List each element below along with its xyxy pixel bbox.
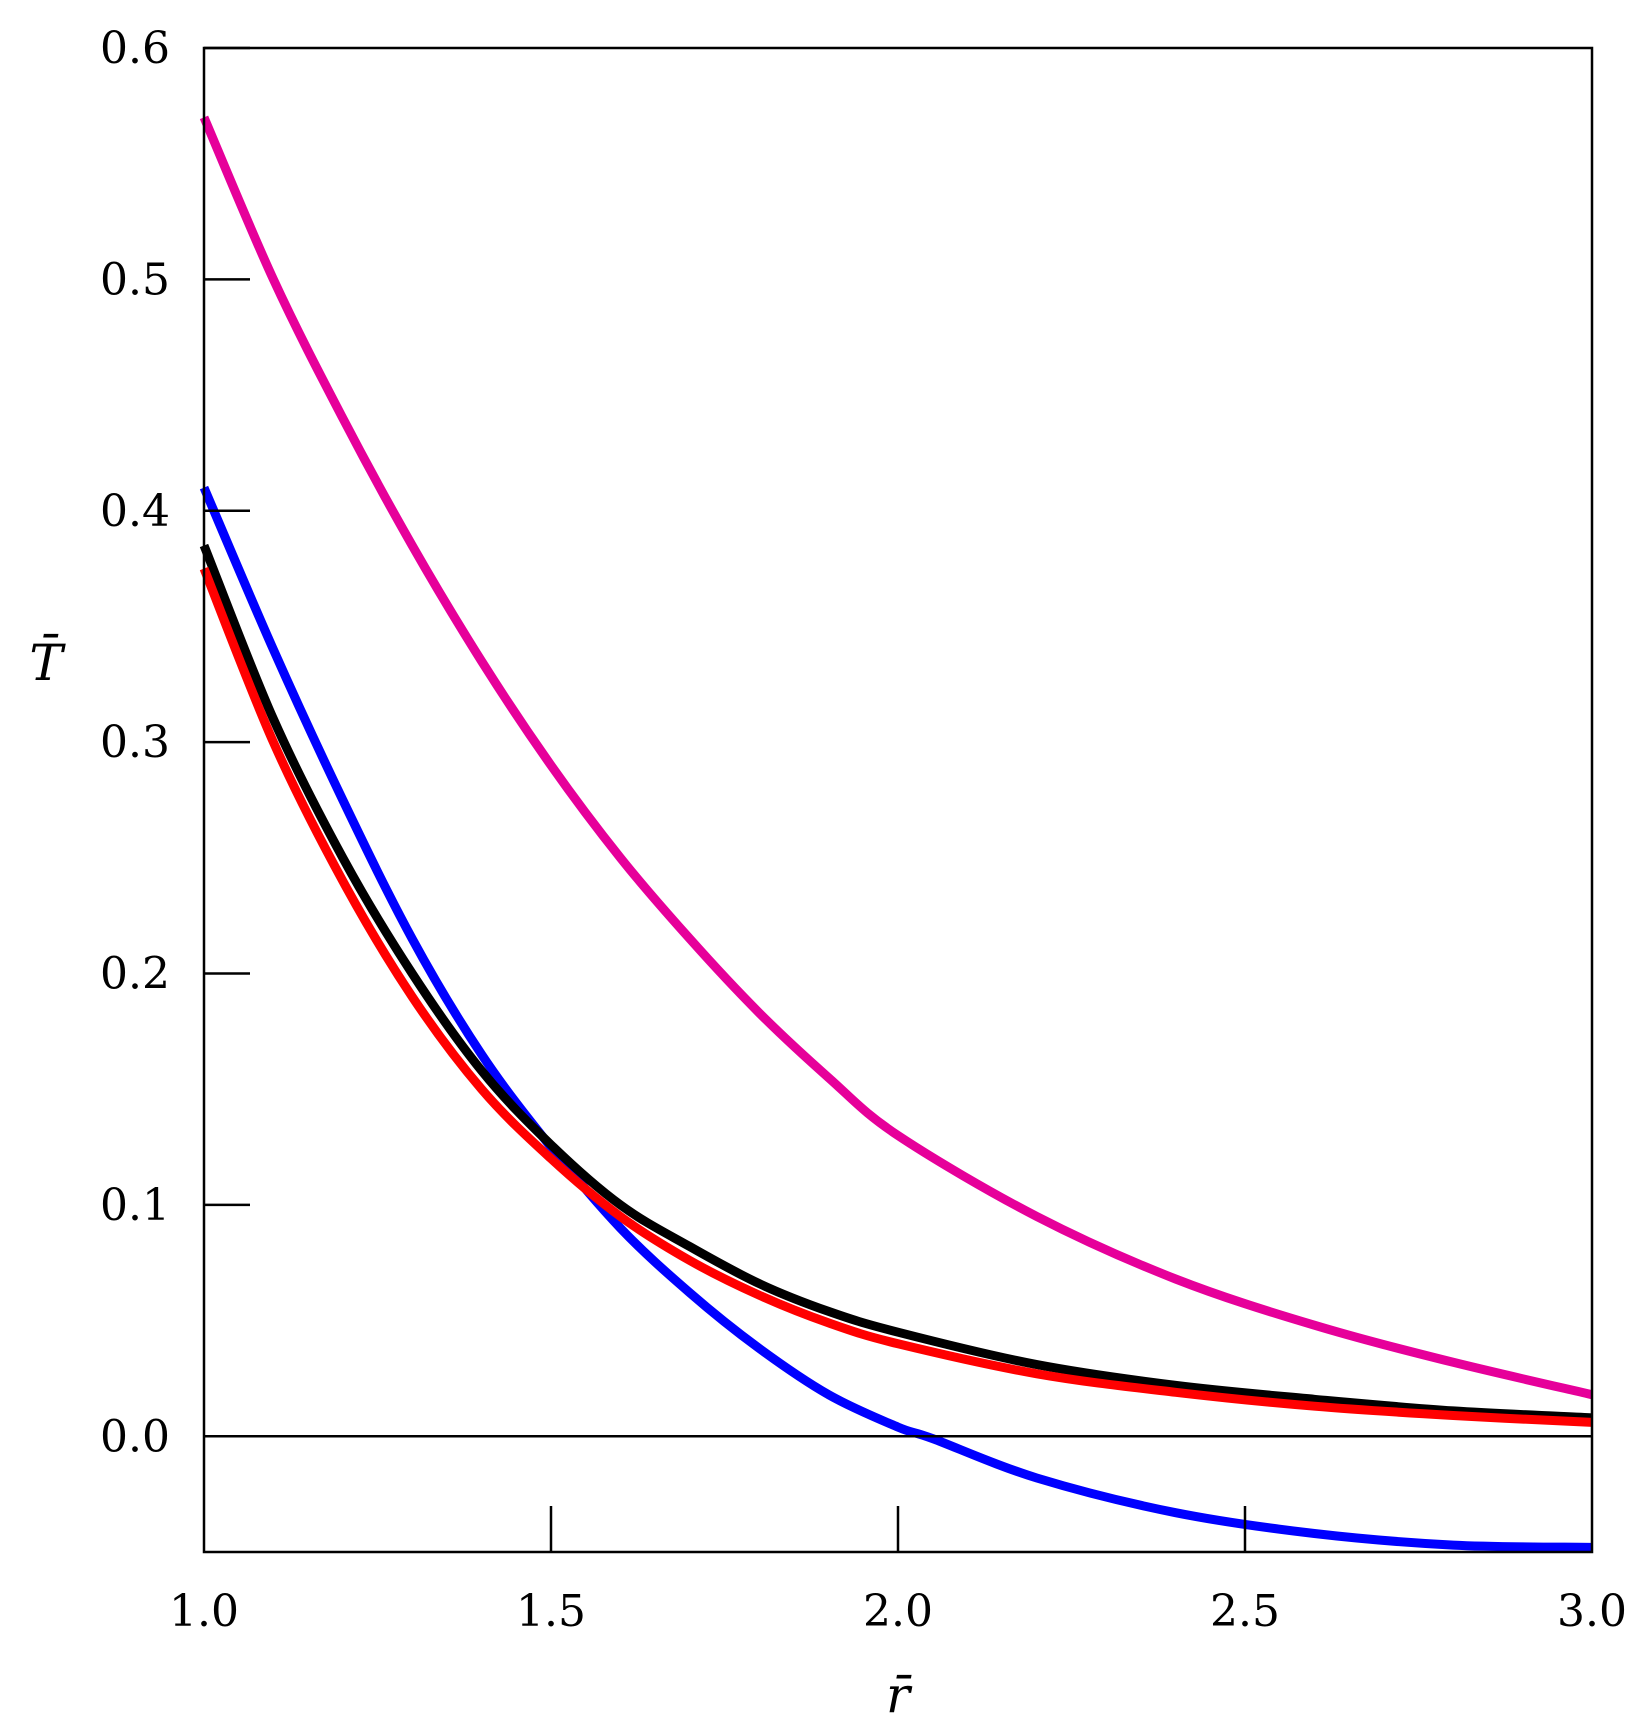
y-axis-label: T̄ <box>29 633 66 692</box>
red-series-line <box>199 566 1593 1427</box>
series-layer <box>199 115 1594 1552</box>
blue-series-line <box>199 485 1593 1552</box>
y-tick-label: 0.5 <box>100 254 170 305</box>
plot-frame <box>202 46 1594 1554</box>
axis-ticks: 1.0 1.5 2.0 2.5 3.0 0.0 0.1 0.2 0.3 0.4 0.5 0.6 <box>100 23 1627 1637</box>
y-tick-label: 0.3 <box>100 717 170 768</box>
x-tick-label: 1.5 <box>516 1586 586 1637</box>
y-tick-label: 0.2 <box>100 949 170 1000</box>
y-tick-label: 0.4 <box>100 486 170 537</box>
y-tick-label: 0.1 <box>100 1180 170 1231</box>
x-tick-label: 3.0 <box>1557 1586 1627 1637</box>
x-tick-label: 2.5 <box>1210 1586 1280 1637</box>
magenta-series-line <box>199 115 1594 1400</box>
x-tick-label: 2.0 <box>863 1586 933 1637</box>
y-tick-label: 0.6 <box>100 23 170 74</box>
y-tick-label: 0.0 <box>100 1411 170 1462</box>
black-series-line <box>199 543 1593 1423</box>
x-tick-label: 1.0 <box>169 1586 239 1637</box>
x-axis-label: r̄ <box>886 1666 913 1724</box>
